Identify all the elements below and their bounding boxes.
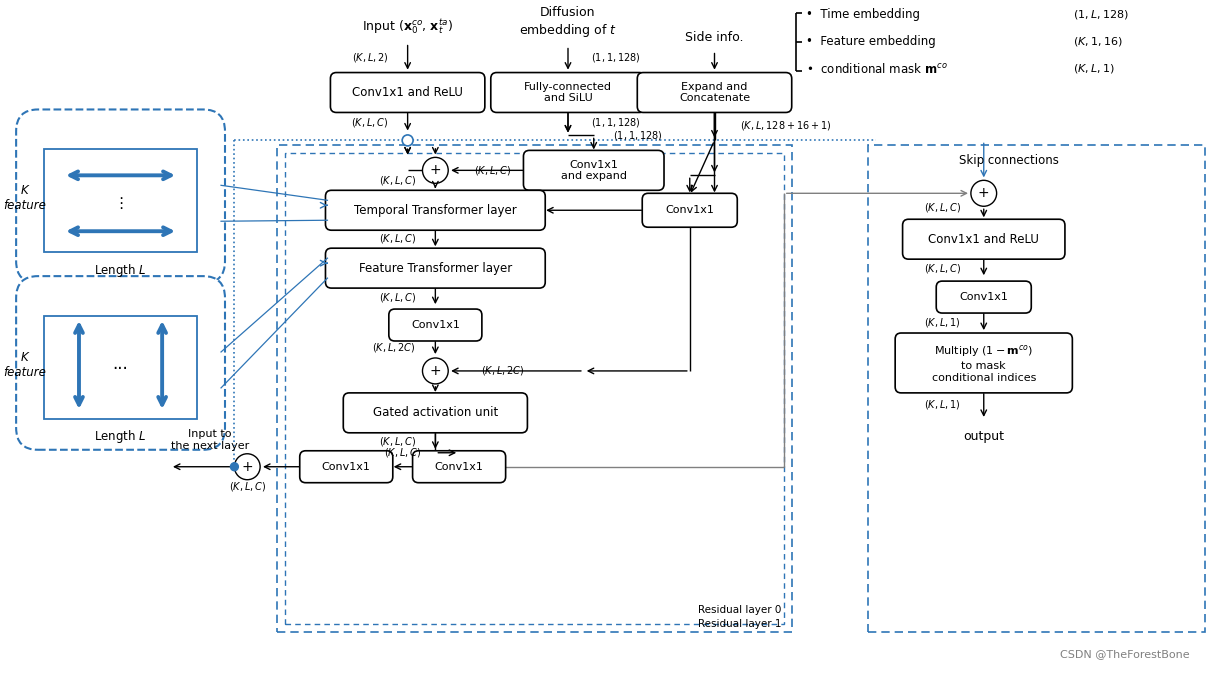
FancyBboxPatch shape <box>642 193 737 227</box>
Text: Conv1x1 and ReLU: Conv1x1 and ReLU <box>353 86 463 99</box>
Text: Conv1x1: Conv1x1 <box>665 205 714 215</box>
Text: $(1,1,128)$: $(1,1,128)$ <box>614 129 663 142</box>
Text: $(K,L,128+16+1)$: $(K,L,128+16+1)$ <box>740 119 832 132</box>
Text: $(K,L,C)$: $(K,L,C)$ <box>924 262 960 275</box>
Bar <box>869 145 1204 632</box>
Text: $K$
feature: $K$ feature <box>4 351 47 379</box>
Text: $(K,L,C)$: $(K,L,C)$ <box>383 446 421 459</box>
Text: Input ($\mathbf{x}_0^{co}$, $\mathbf{x}_t^{ta}$): Input ($\mathbf{x}_0^{co}$, $\mathbf{x}_… <box>363 18 453 37</box>
Bar <box>44 316 197 418</box>
Text: +: + <box>430 364 441 378</box>
Text: $(K,L,C)$: $(K,L,C)$ <box>379 232 416 245</box>
Text: $(K,L,C)$: $(K,L,C)$ <box>474 164 512 177</box>
Text: +: + <box>241 460 254 474</box>
Text: $(K,L,2C)$: $(K,L,2C)$ <box>372 342 415 354</box>
Text: $(1,1,128)$: $(1,1,128)$ <box>590 116 641 129</box>
FancyBboxPatch shape <box>523 151 664 190</box>
Circle shape <box>971 180 997 207</box>
Text: Residual layer 1: Residual layer 1 <box>698 620 782 629</box>
Text: Side info.: Side info. <box>685 31 744 44</box>
Circle shape <box>402 135 413 146</box>
Text: $(K,L,C)$: $(K,L,C)$ <box>924 200 960 214</box>
Text: $K$
feature: $K$ feature <box>4 184 47 212</box>
FancyBboxPatch shape <box>895 333 1072 393</box>
Circle shape <box>230 463 239 470</box>
Text: $(1,1,128)$: $(1,1,128)$ <box>590 51 641 64</box>
Circle shape <box>234 454 260 480</box>
Text: $(K,L,1)$: $(K,L,1)$ <box>924 398 960 411</box>
Text: Gated activation unit: Gated activation unit <box>372 406 499 419</box>
Text: Conv1x1: Conv1x1 <box>959 292 1008 302</box>
Text: $(K,L,C)$: $(K,L,C)$ <box>352 116 388 129</box>
Bar <box>285 153 784 624</box>
Circle shape <box>423 157 448 184</box>
Text: $(K,L,2)$: $(K,L,2)$ <box>352 51 388 64</box>
Text: Conv1x1: Conv1x1 <box>435 462 484 472</box>
FancyBboxPatch shape <box>343 393 528 433</box>
Text: ...: ... <box>113 355 129 373</box>
FancyBboxPatch shape <box>300 451 393 483</box>
Text: Length $L$: Length $L$ <box>94 429 147 446</box>
FancyBboxPatch shape <box>16 109 225 283</box>
FancyBboxPatch shape <box>936 281 1031 313</box>
Text: output: output <box>963 430 1004 443</box>
Text: Expand and
Concatenate: Expand and Concatenate <box>679 82 750 103</box>
Circle shape <box>423 358 448 384</box>
FancyBboxPatch shape <box>16 276 225 450</box>
Text: $(K,L,C)$: $(K,L,C)$ <box>379 174 416 187</box>
Text: Conv1x1: Conv1x1 <box>322 462 371 472</box>
Text: Conv1x1 and ReLU: Conv1x1 and ReLU <box>929 233 1039 246</box>
FancyBboxPatch shape <box>388 309 481 341</box>
Text: Diffusion
embedding of $t$: Diffusion embedding of $t$ <box>519 7 617 39</box>
Text: $(K,L,C)$: $(K,L,C)$ <box>229 480 266 493</box>
Text: $(K,L,C)$: $(K,L,C)$ <box>379 290 416 304</box>
FancyBboxPatch shape <box>903 219 1065 259</box>
Text: CSDN @TheForestBone: CSDN @TheForestBone <box>1060 649 1189 659</box>
Text: Length $L$: Length $L$ <box>94 262 147 279</box>
Text: $(K,L,2C)$: $(K,L,2C)$ <box>481 364 524 377</box>
Text: Feature Transformer layer: Feature Transformer layer <box>359 262 512 275</box>
FancyBboxPatch shape <box>326 190 545 230</box>
Text: +: + <box>978 186 990 200</box>
Bar <box>277 145 791 632</box>
Text: $(K,L,1)$: $(K,L,1)$ <box>924 315 960 329</box>
Text: Fully-connected
and SiLU: Fully-connected and SiLU <box>524 82 612 103</box>
FancyBboxPatch shape <box>331 72 485 113</box>
Bar <box>44 149 197 252</box>
Text: Skip connections: Skip connections <box>959 154 1058 167</box>
Text: $(K,L,C)$: $(K,L,C)$ <box>379 435 416 448</box>
Text: •  Feature embedding: • Feature embedding <box>806 35 936 48</box>
Text: Conv1x1
and expand: Conv1x1 and expand <box>561 159 627 181</box>
Text: •  Time embedding: • Time embedding <box>806 8 920 21</box>
FancyBboxPatch shape <box>637 72 791 113</box>
Text: +: + <box>430 163 441 178</box>
Text: ⋮: ⋮ <box>113 196 129 211</box>
Text: Temporal Transformer layer: Temporal Transformer layer <box>354 204 517 217</box>
FancyBboxPatch shape <box>326 248 545 288</box>
Text: •  conditional mask $\mathbf{m}^{co}$: • conditional mask $\mathbf{m}^{co}$ <box>806 61 947 76</box>
Text: $(K,L,1)$: $(K,L,1)$ <box>1073 62 1115 75</box>
FancyBboxPatch shape <box>491 72 646 113</box>
Text: Input to
the next layer: Input to the next layer <box>170 429 249 451</box>
Text: $(1,L,128)$: $(1,L,128)$ <box>1073 8 1128 21</box>
FancyBboxPatch shape <box>413 451 506 483</box>
Text: Multiply $(1-\mathbf{m}^{co})$
to mask
conditional indices: Multiply $(1-\mathbf{m}^{co})$ to mask c… <box>931 344 1036 383</box>
Text: Residual layer 0: Residual layer 0 <box>698 605 782 616</box>
Text: $(K,1,16)$: $(K,1,16)$ <box>1073 35 1122 48</box>
Text: Conv1x1: Conv1x1 <box>410 320 459 330</box>
